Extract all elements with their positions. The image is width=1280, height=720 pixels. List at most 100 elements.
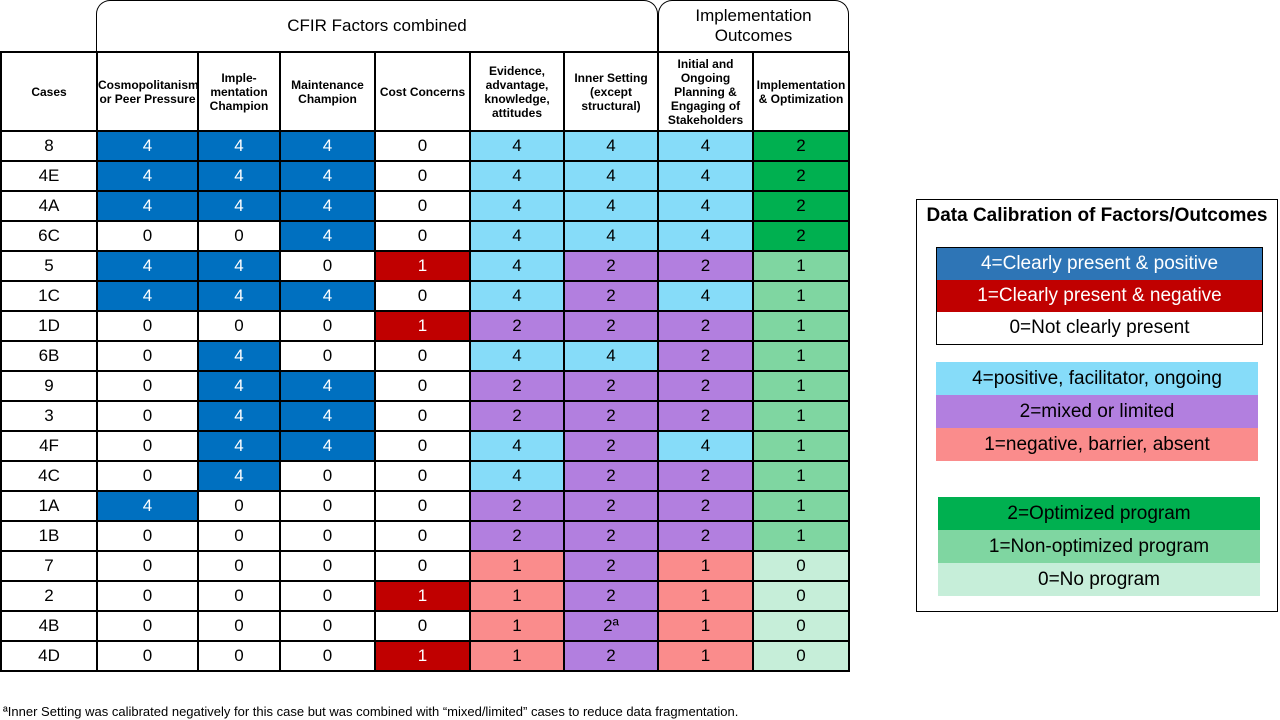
score-cell: 4 (469, 220, 565, 252)
score-cell: 0 (279, 250, 376, 282)
score-cell: 2 (563, 490, 659, 522)
score-cell: 0 (279, 490, 376, 522)
score-cell: 0 (279, 640, 376, 672)
score-cell: 4 (563, 190, 659, 222)
score-cell: 0 (752, 580, 850, 612)
col-header-cosmopolitanism: Cosmopolitanism or Peer Pressure (96, 51, 199, 132)
case-id-cell: 4F (0, 430, 98, 462)
score-cell: 0 (96, 430, 199, 462)
case-id-cell: 1A (0, 490, 98, 522)
score-cell: 1 (752, 520, 850, 552)
score-cell: 2 (563, 460, 659, 492)
score-cell: 4 (197, 190, 281, 222)
score-cell: 2 (563, 550, 659, 582)
score-cell: 0 (96, 580, 199, 612)
score-cell: 1 (752, 340, 850, 372)
score-cell: 0 (197, 550, 281, 582)
table-row: 1B 0 0 0 0 2 2 2 1 (0, 520, 850, 552)
score-cell: 2 (563, 250, 659, 282)
case-id-cell: 1B (0, 520, 98, 552)
score-cell: 0 (279, 550, 376, 582)
score-cell: 2 (563, 400, 659, 432)
legend-combined-group: 4=positive, facilitator, ongoing 2=mixed… (936, 362, 1258, 461)
table-row: 4B 0 0 0 0 1 2ª 1 0 (0, 610, 850, 642)
score-cell: 4 (197, 160, 281, 192)
score-cell: 1 (752, 310, 850, 342)
legend-item: 4=Clearly present & positive (937, 248, 1262, 280)
score-cell: 4 (657, 160, 754, 192)
score-cell: 1 (374, 310, 471, 342)
score-cell: 2ª (563, 610, 659, 642)
score-cell: 2 (469, 400, 565, 432)
score-cell: 1 (752, 370, 850, 402)
score-cell: 4 (657, 430, 754, 462)
score-cell: 0 (96, 460, 199, 492)
case-id-cell: 5 (0, 250, 98, 282)
outcomes-group-header-label: Implementation Outcomes (695, 6, 812, 45)
col-header-implementation-champion: Imple-mentation Champion (197, 51, 281, 132)
table-row: 1C 4 4 4 0 4 2 4 1 (0, 280, 850, 312)
score-cell: 0 (374, 430, 471, 462)
score-cell: 4 (279, 130, 376, 162)
score-cell: 4 (197, 280, 281, 312)
score-cell: 1 (657, 550, 754, 582)
case-id-cell: 4A (0, 190, 98, 222)
score-cell: 4 (96, 190, 199, 222)
score-cell: 4 (96, 250, 199, 282)
score-cell: 4 (563, 340, 659, 372)
score-cell: 0 (279, 310, 376, 342)
score-cell: 2 (563, 280, 659, 312)
score-cell: 4 (197, 430, 281, 462)
score-cell: 0 (374, 190, 471, 222)
score-cell: 0 (197, 490, 281, 522)
table-row: 1A 4 0 0 0 2 2 2 1 (0, 490, 850, 522)
case-id-cell: 4C (0, 460, 98, 492)
legend-item: 1=negative, barrier, absent (936, 428, 1258, 461)
score-cell: 0 (197, 310, 281, 342)
score-cell: 1 (657, 640, 754, 672)
score-cell: 4 (197, 460, 281, 492)
score-cell: 4 (563, 130, 659, 162)
score-cell: 0 (96, 220, 199, 252)
score-cell: 0 (374, 610, 471, 642)
col-header-cases: Cases (0, 51, 98, 132)
score-cell: 1 (469, 580, 565, 612)
score-cell: 2 (752, 220, 850, 252)
table-row: 4D 0 0 0 1 1 2 1 0 (0, 640, 850, 672)
case-id-cell: 4E (0, 160, 98, 192)
case-id-cell: 9 (0, 370, 98, 402)
table-body: 8 4 4 4 0 4 4 4 2 4E 4 4 4 0 4 4 4 2 4A 4 4 4 0 4 4 4 2 6C 0 0 4 0 4 4 4 2 5… (0, 130, 850, 672)
score-cell: 0 (96, 610, 199, 642)
case-id-cell: 1D (0, 310, 98, 342)
score-cell: 4 (279, 400, 376, 432)
score-cell: 1 (374, 640, 471, 672)
score-cell: 1 (374, 250, 471, 282)
table-header-row: Cases Cosmopolitanism or Peer Pressure I… (0, 51, 850, 132)
table-row: 4F 0 4 4 0 4 2 4 1 (0, 430, 850, 462)
score-cell: 4 (563, 220, 659, 252)
score-cell: 0 (197, 580, 281, 612)
score-cell: 4 (96, 130, 199, 162)
legend-title: Data Calibration of Factors/Outcomes (926, 205, 1268, 226)
score-cell: 4 (469, 250, 565, 282)
score-cell: 4 (279, 160, 376, 192)
score-cell: 2 (657, 520, 754, 552)
legend-item: 4=positive, facilitator, ongoing (936, 362, 1258, 395)
case-id-cell: 4D (0, 640, 98, 672)
score-cell: 4 (469, 130, 565, 162)
score-cell: 2 (469, 370, 565, 402)
table-row: 4A 4 4 4 0 4 4 4 2 (0, 190, 850, 222)
case-id-cell: 4B (0, 610, 98, 642)
score-cell: 4 (469, 190, 565, 222)
score-cell: 1 (752, 400, 850, 432)
score-cell: 4 (563, 160, 659, 192)
score-cell: 2 (563, 370, 659, 402)
score-cell: 0 (374, 370, 471, 402)
score-cell: 2 (752, 160, 850, 192)
col-header-planning: Initial and Ongoing Planning & Engaging … (657, 51, 754, 132)
score-cell: 2 (563, 580, 659, 612)
score-cell: 2 (563, 310, 659, 342)
calibration-table: Cases Cosmopolitanism or Peer Pressure I… (0, 51, 850, 672)
score-cell: 0 (96, 520, 199, 552)
